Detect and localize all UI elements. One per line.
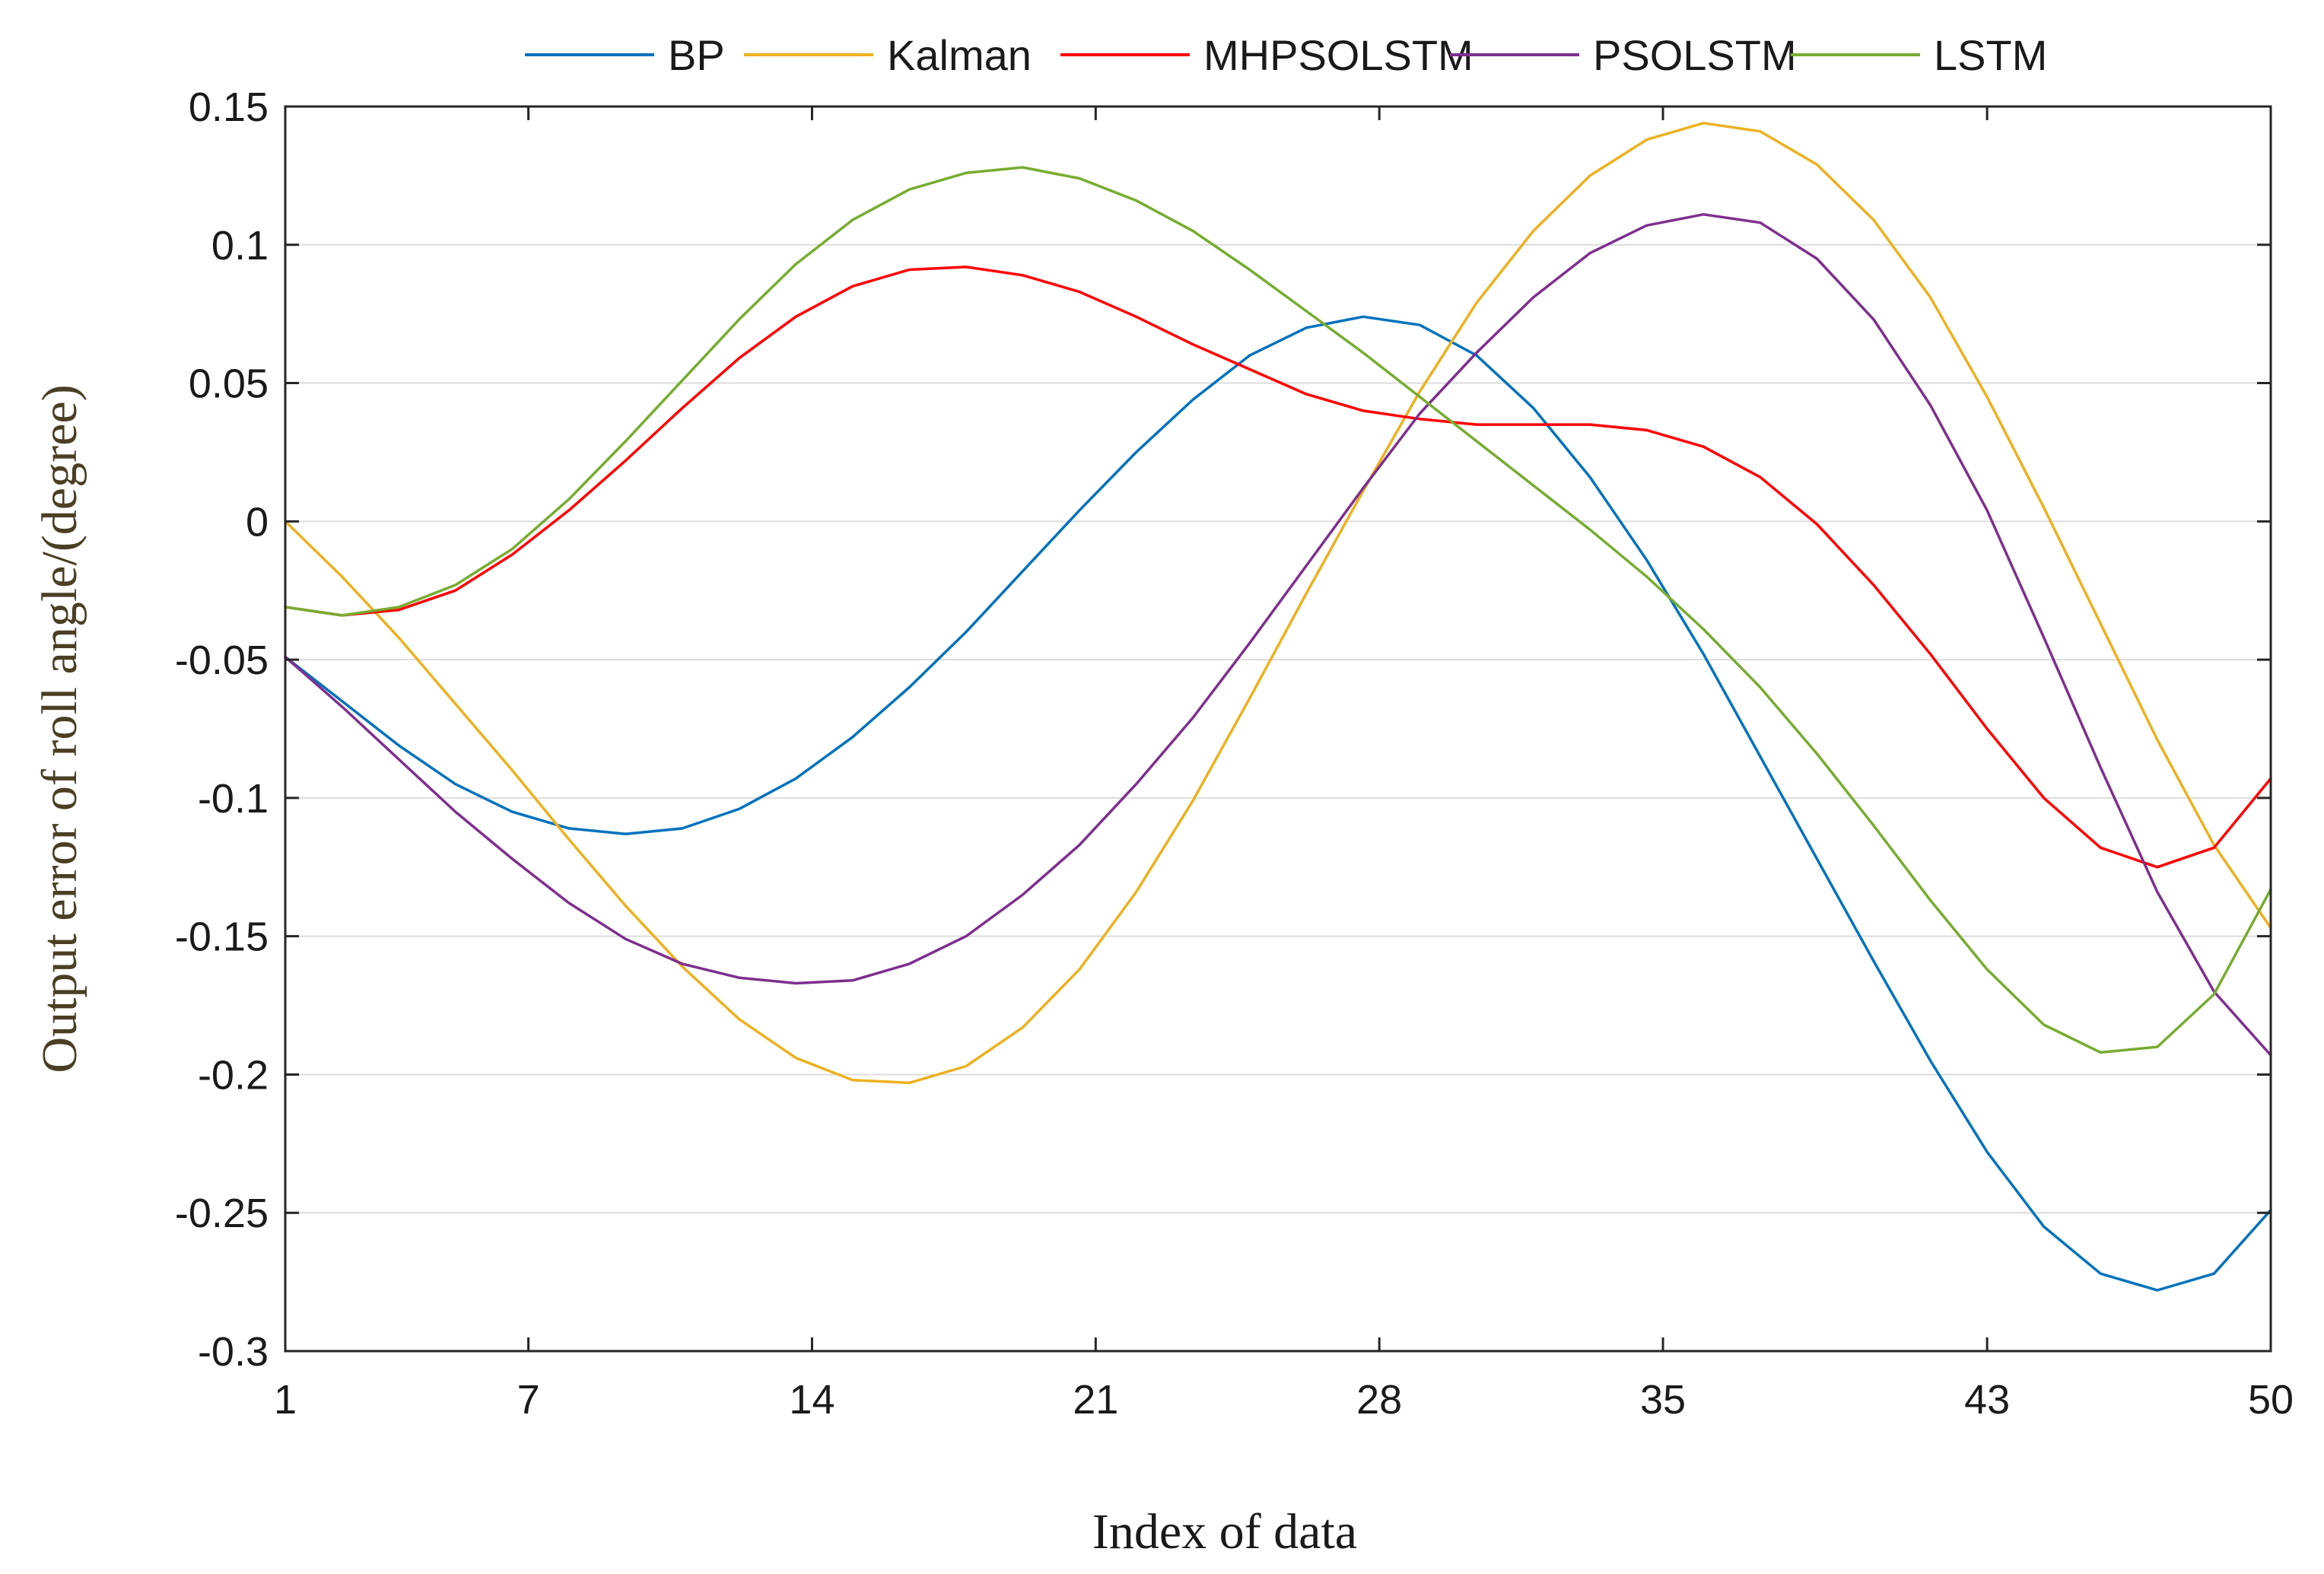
legend-label-psolstm: PSOLSTM <box>1593 31 1797 79</box>
x-tick-label: 43 <box>1964 1377 2010 1423</box>
y-tick-label: 0.15 <box>189 84 269 130</box>
series-line-psolstm <box>284 213 2272 1057</box>
legend-label-lstm: LSTM <box>1934 31 2047 79</box>
x-axis-ticks: 1 7 14 21 28 35 43 50 <box>274 107 2294 1423</box>
y-tick-label: -0.15 <box>175 914 269 960</box>
x-tick-label: 28 <box>1356 1377 1402 1423</box>
y-axis-title: Output error of roll angle/(degree) <box>32 384 87 1073</box>
y-tick-label: -0.1 <box>198 776 269 822</box>
x-tick-label: 14 <box>789 1377 835 1423</box>
y-tick-label: 0.05 <box>189 361 269 407</box>
y-tick-label: 0 <box>246 499 269 545</box>
series-line-lstm <box>284 166 2272 1054</box>
x-tick-label: 7 <box>517 1377 540 1423</box>
legend-label-mhpsolstm: MHPSOLSTM <box>1203 31 1474 79</box>
x-tick-label: 1 <box>274 1377 297 1423</box>
x-tick-label: 50 <box>2248 1377 2294 1423</box>
series-line-mhpsolstm <box>284 266 2272 869</box>
gridlines <box>285 243 2271 1214</box>
x-tick-label: 35 <box>1640 1377 1686 1423</box>
series-line-kalman <box>284 122 2272 1085</box>
y-tick-label: -0.3 <box>198 1329 269 1375</box>
y-tick-label: -0.25 <box>175 1191 269 1236</box>
legend: BP Kalman MHPSOLSTM PSOLSTM LSTM <box>525 31 2047 79</box>
plot-frame <box>284 105 2272 1353</box>
series-line-bp <box>284 315 2272 1292</box>
y-axis-ticks: 0.15 0.1 0.05 0 -0.05 -0.1 -0.15 -0.2 -0.25 -0.3 <box>175 84 2271 1375</box>
x-axis-title: Index of data <box>1092 1504 1357 1560</box>
x-tick-label: 21 <box>1073 1377 1118 1423</box>
series-lines <box>284 122 2272 1292</box>
legend-label-bp: BP <box>668 31 725 79</box>
y-tick-label: -0.2 <box>198 1052 269 1098</box>
y-tick-label: -0.05 <box>175 638 269 683</box>
y-tick-label: 0.1 <box>211 223 269 269</box>
legend-label-kalman: Kalman <box>887 31 1032 79</box>
